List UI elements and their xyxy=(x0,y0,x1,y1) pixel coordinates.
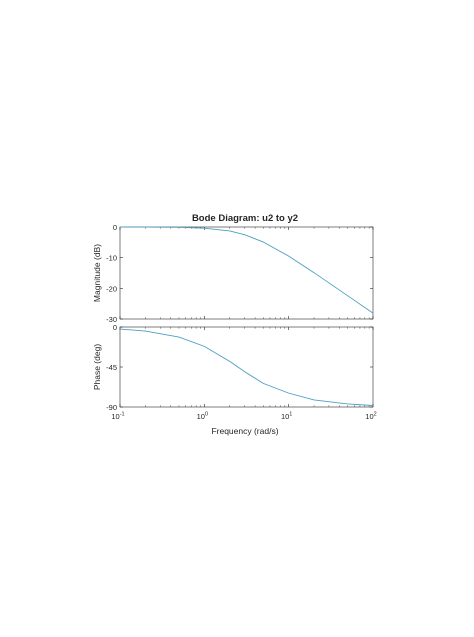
x-tick-label-exponent: 0 xyxy=(205,412,208,418)
x-axis-label: Frequency (rad/s) xyxy=(211,426,278,436)
x-tick-label-base: 10 xyxy=(365,412,373,421)
x-tick-label-exponent: 1 xyxy=(289,412,292,418)
x-tick-label-base: 10 xyxy=(197,412,205,421)
x-tick-label: 10-1 xyxy=(111,412,124,422)
magnitude-y-tick-label: 0 xyxy=(113,223,117,232)
x-tick-label-exponent: 2 xyxy=(374,412,377,418)
x-tick-label-base: 10 xyxy=(111,412,119,421)
magnitude-y-tick-label: -20 xyxy=(106,284,117,293)
magnitude-panel: 0 -10 -20 -30 Magnitude (dB) xyxy=(92,223,374,324)
phase-axes-box xyxy=(119,326,374,408)
chart-title: Bode Diagram: u2 to y2 xyxy=(192,213,298,224)
x-tick-label: 101 xyxy=(281,412,292,422)
x-tick-label-exponent: -1 xyxy=(120,412,125,418)
x-tick-label: 102 xyxy=(365,412,376,422)
magnitude-axes-box xyxy=(119,226,374,320)
phase-panel: 0 -45 -90 Phase (deg) xyxy=(92,323,374,412)
x-tick-label: 100 xyxy=(197,412,208,422)
phase-series-line xyxy=(119,328,374,406)
magnitude-y-axis-label: Magnitude (dB) xyxy=(92,244,102,302)
magnitude-y-tick-label: -30 xyxy=(106,315,117,324)
magnitude-y-tick-label: -10 xyxy=(106,254,117,263)
x-tick-label-base: 10 xyxy=(281,412,289,421)
phase-y-axis-label: Phase (deg) xyxy=(92,344,102,390)
phase-y-tick-label: -90 xyxy=(106,403,117,412)
phase-y-tick-label: 0 xyxy=(113,323,117,332)
phase-y-tick-label: -45 xyxy=(106,363,117,372)
magnitude-series-line xyxy=(119,226,374,314)
